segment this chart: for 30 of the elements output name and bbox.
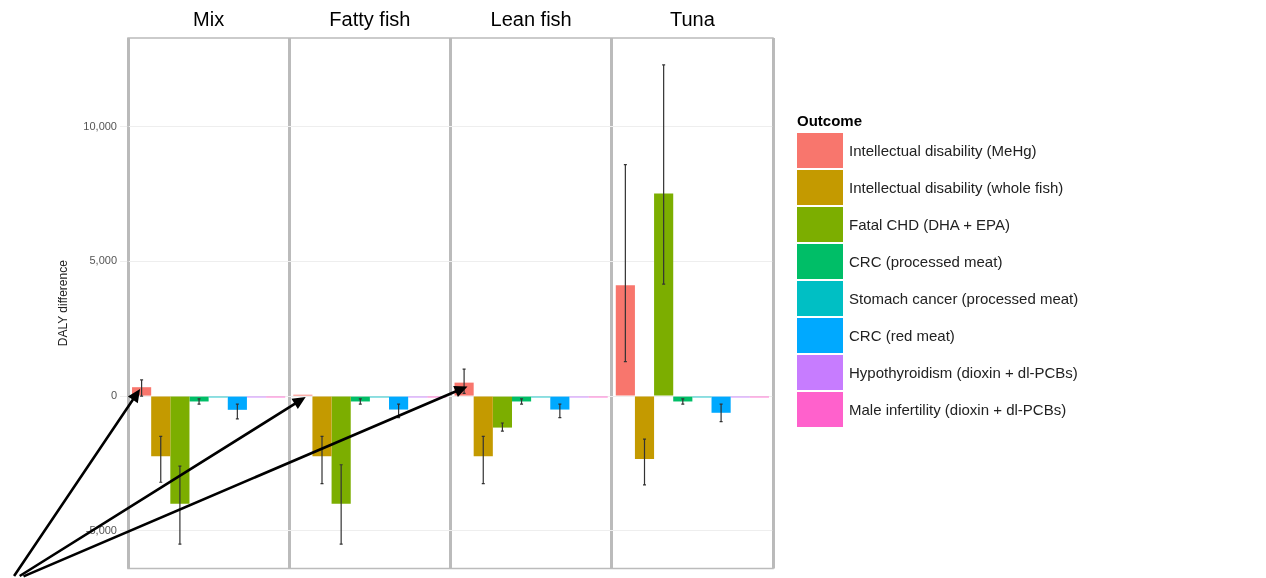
legend-label: Intellectual disability (whole fish) bbox=[849, 178, 1064, 196]
bar bbox=[492, 396, 512, 428]
bar bbox=[227, 396, 247, 410]
bar bbox=[312, 396, 332, 457]
y-tick-label: 5,000 bbox=[89, 254, 117, 267]
legend-label: Intellectual disability (MeHg) bbox=[849, 141, 1037, 159]
bar bbox=[170, 396, 190, 504]
legend-label: Male infertility (dioxin + dl-PCBs) bbox=[849, 400, 1067, 418]
bar bbox=[151, 396, 171, 457]
y-axis-title: DALY difference bbox=[55, 259, 70, 347]
x-tick-label: Tuna bbox=[669, 7, 716, 30]
bar bbox=[654, 193, 674, 396]
y-tick-label: 10,000 bbox=[83, 119, 117, 132]
bar bbox=[711, 396, 731, 413]
bar bbox=[473, 396, 493, 457]
legend-label: Hypothyroidism (dioxin + dl-PCBs) bbox=[849, 363, 1078, 381]
legend-label: CRC (red meat) bbox=[849, 326, 955, 344]
bar bbox=[331, 396, 351, 504]
y-tick-label: 0 bbox=[110, 389, 117, 402]
legend-label: Stomach cancer (processed meat) bbox=[849, 289, 1079, 307]
legend-label: Fatal CHD (DHA + EPA) bbox=[849, 215, 1011, 233]
bar bbox=[550, 396, 570, 410]
x-tick-label: Fatty fish bbox=[329, 7, 411, 30]
legend-label: CRC (processed meat) bbox=[849, 252, 1003, 270]
x-tick-label: Mix bbox=[193, 7, 225, 30]
bar bbox=[634, 396, 655, 460]
x-tick-label: Lean fish bbox=[490, 7, 572, 30]
bar bbox=[389, 396, 409, 410]
bar bbox=[615, 285, 635, 396]
legend-title: Outcome bbox=[797, 112, 863, 129]
